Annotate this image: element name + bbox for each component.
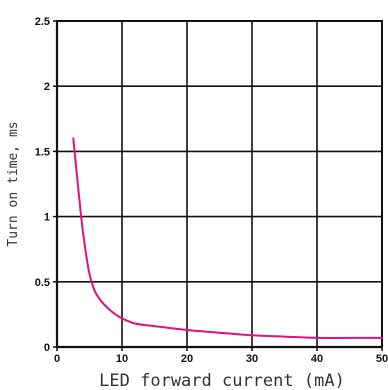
y-tick-label: 1 [44,212,50,224]
y-tick-label: 1.5 [35,146,50,158]
y-tick-label: 2 [44,81,50,93]
x-tick-label: 20 [181,353,193,365]
x-axis-title: LED forward current (mA) [99,371,345,390]
y-tick-label: 0.5 [35,277,50,289]
series-layer [72,137,383,339]
x-tick-label: 40 [311,353,323,365]
y-tick-label: 0 [44,342,50,354]
grid [55,20,383,349]
plot-frame [56,20,383,348]
x-tick-label: 10 [116,353,128,365]
y-axis-ticks: 0 0.5 1 1.5 2 2.5 [35,16,57,354]
y-tick-label: 2.5 [35,16,50,28]
y-axis-title: Turn on time, ms [6,121,21,246]
x-tick-label: 30 [246,353,258,365]
x-axis-ticks: 0 10 20 30 40 50 [54,347,388,365]
series-line [72,137,383,339]
x-tick-label: 50 [376,353,388,365]
x-tick-label: 0 [54,353,60,365]
